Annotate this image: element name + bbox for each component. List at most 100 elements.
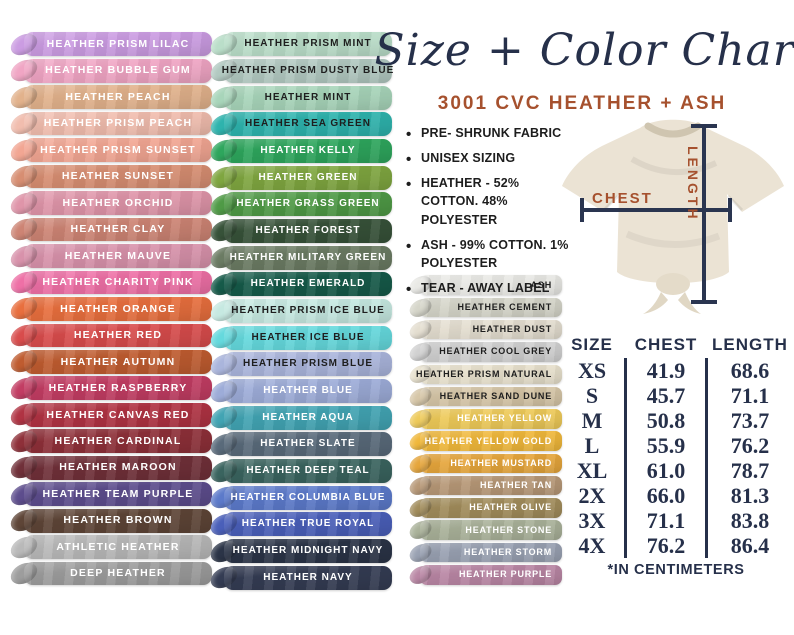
color-swatch-label: HEATHER PURPLE <box>458 569 552 580</box>
color-swatch-heather-mint: HEATHER MINT <box>224 85 392 110</box>
size-table-cell-size: XS <box>577 358 607 383</box>
color-swatch-label: HEATHER RED <box>73 329 163 342</box>
color-swatch-label: HEATHER COOL GREY <box>439 346 552 357</box>
color-swatch-heather-columbia-blue: HEATHER COLUMBIA BLUE <box>224 485 392 510</box>
size-table-cell-size: 4X <box>578 533 606 558</box>
color-swatch-label: HEATHER GRASS GREEN <box>236 198 380 210</box>
color-swatch-heather-brown: HEATHER BROWN <box>24 508 212 533</box>
color-swatch-heather-aqua: HEATHER AQUA <box>224 405 392 430</box>
size-table-header: SIZE CHEST LENGTH <box>560 331 792 358</box>
size-table-cell-chest: 61.0 <box>624 458 708 483</box>
color-swatch-label: DEEP HEATHER <box>70 567 166 580</box>
page-title: Size + Color Chart <box>374 24 794 76</box>
page-subtitle: 3001 CVC HEATHER + ASH <box>437 93 727 114</box>
color-swatch-heather-prism-lilac: HEATHER PRISM LILAC <box>24 32 212 57</box>
size-table-cell-size: S <box>585 383 599 408</box>
color-swatch-label: HEATHER PRISM PEACH <box>43 117 193 130</box>
color-swatch-heather-cardinal: HEATHER CARDINAL <box>24 429 212 454</box>
color-swatch-heather-bubble-gum: HEATHER BUBBLE GUM <box>24 58 212 83</box>
color-swatch-heather-yellow-gold: HEATHER YELLOW GOLD <box>420 431 562 451</box>
color-swatch-heather-yellow: HEATHER YELLOW <box>420 409 562 429</box>
measurement-lines <box>580 124 732 304</box>
size-table-cell-chest: 45.7 <box>624 383 708 408</box>
color-swatch-heather-prism-mint: HEATHER PRISM MINT <box>224 32 392 57</box>
color-swatch-label: HEATHER DEEP TEAL <box>246 465 370 477</box>
color-swatch-heather-mustard: HEATHER MUSTARD <box>420 453 562 474</box>
color-swatch-heather-slate: HEATHER SLATE <box>224 432 392 457</box>
size-table-cell-chest: 66.0 <box>624 483 708 508</box>
color-swatch-label: HEATHER MIDNIGHT NAVY <box>232 545 384 557</box>
swatch-column-right: ASH HEATHER CEMENT HEATHER DUST HEATHER COO… <box>416 274 562 586</box>
color-swatch-athletic-heather: ATHLETIC HEATHER <box>24 535 212 559</box>
knot-tail <box>678 292 701 314</box>
color-swatch-heather-forest: HEATHER FOREST <box>224 219 392 243</box>
color-swatch-label: HEATHER PRISM MINT <box>244 38 372 50</box>
color-swatch-label: HEATHER DUST <box>472 324 552 335</box>
color-swatch-heather-prism-ice-blue: HEATHER PRISM ICE BLUE <box>224 299 392 323</box>
swatch-column-middle: HEATHER PRISM MINT HEATHER PRISM DUSTY BL… <box>221 31 395 591</box>
color-swatch-label: HEATHER CLAY <box>70 223 166 236</box>
feature-item: UNISEX SIZING <box>406 149 576 171</box>
feature-item: ASH - 99% COTTON. 1% POLYESTER <box>406 236 576 272</box>
size-table-cell-size: 3X <box>578 508 606 533</box>
color-swatch-label: HEATHER PEACH <box>65 90 171 103</box>
size-table-cell-chest: 55.9 <box>624 433 708 458</box>
color-swatch-label: HEATHER ICE BLUE <box>251 331 365 343</box>
knot-tail <box>643 292 668 314</box>
size-table-footnote: *IN CENTIMETERS <box>607 562 745 578</box>
color-swatch-label: HEATHER PRISM LILAC <box>46 37 190 50</box>
tshirt-body <box>562 119 784 284</box>
color-swatch-heather-prism-natural: HEATHER PRISM NATURAL <box>416 364 562 385</box>
color-swatch-label: HEATHER TAN <box>480 480 552 491</box>
color-swatch-heather-dust: HEATHER DUST <box>420 319 562 340</box>
size-table-cell-size: L <box>584 433 600 458</box>
color-swatch-heather-blue: HEATHER BLUE <box>224 379 392 404</box>
color-swatch-label: HEATHER MAROON <box>59 461 177 474</box>
feature-item: PRE- SHRUNK FABRIC <box>406 124 576 146</box>
color-swatch-heather-cement: HEATHER CEMENT <box>420 297 562 318</box>
color-swatch-heather-raspberry: HEATHER RASPBERRY <box>24 376 212 401</box>
color-swatch-label: HEATHER ORANGE <box>60 302 176 315</box>
color-swatch-label: HEATHER BUBBLE GUM <box>45 64 191 77</box>
color-swatch-label: HEATHER CHARITY PINK <box>42 276 194 289</box>
size-table-cell-length: 71.1 <box>730 383 770 408</box>
color-swatch-label: ATHLETIC HEATHER <box>56 540 180 553</box>
color-swatch-heather-prism-sunset: HEATHER PRISM SUNSET <box>24 138 212 162</box>
color-swatch-heather-sunset: HEATHER SUNSET <box>24 164 212 189</box>
color-swatch-label: HEATHER YELLOW GOLD <box>424 435 552 446</box>
size-table-cell-size: 2X <box>578 483 606 508</box>
size-table-cell-length: 76.2 <box>730 433 770 458</box>
size-table-cell-length: 83.8 <box>730 508 770 533</box>
color-swatch-label: HEATHER PRISM NATURAL <box>416 368 552 379</box>
size-table-body: XS 41.9 68.6 S 45.7 71.1 M 50.8 73.7 L 55.9 76.2 XL 6… <box>560 358 792 558</box>
color-swatch-heather-charity-pink: HEATHER CHARITY PINK <box>24 270 212 295</box>
color-swatch-heather-midnight-navy: HEATHER MIDNIGHT NAVY <box>224 539 392 564</box>
size-table-cell-size: XL <box>576 458 608 483</box>
fold-shading <box>625 230 721 248</box>
color-swatch-heather-canvas-red: HEATHER CANVAS RED <box>24 402 212 427</box>
color-swatch-label: HEATHER BROWN <box>63 514 173 527</box>
swatch-column-left: HEATHER PRISM LILAC HEATHER BUBBLE GUM HEA… <box>24 31 212 587</box>
color-swatch-heather-kelly: HEATHER KELLY <box>224 139 392 163</box>
fold-shading <box>630 156 718 175</box>
color-swatch-label: HEATHER SLATE <box>260 438 356 450</box>
color-swatch-label: HEATHER AUTUMN <box>60 355 176 368</box>
color-swatch-label: HEATHER PRISM DUSTY BLUE <box>221 65 395 76</box>
color-swatch-label: HEATHER COLUMBIA BLUE <box>230 491 386 503</box>
color-swatch-label: HEATHER MILITARY GREEN <box>229 251 387 263</box>
size-table-cell-chest: 41.9 <box>624 358 708 383</box>
size-table-cell-length: 86.4 <box>730 533 770 558</box>
color-swatch-label: HEATHER MINT <box>264 91 352 103</box>
color-swatch-heather-clay: HEATHER CLAY <box>24 217 212 242</box>
color-swatch-heather-mauve: HEATHER MAUVE <box>24 244 212 268</box>
color-swatch-heather-olive: HEATHER OLIVE <box>420 498 562 518</box>
color-swatch-label: HEATHER SUNSET <box>61 170 175 183</box>
tshirt-collar <box>644 122 702 138</box>
color-swatch-heather-orange: HEATHER ORANGE <box>24 297 212 321</box>
color-swatch-heather-sand-dune: HEATHER SAND DUNE <box>420 386 562 407</box>
color-swatch-label: HEATHER STORM <box>463 547 552 558</box>
color-swatch-label: HEATHER RASPBERRY <box>48 382 188 395</box>
size-table-header-size: SIZE <box>571 335 613 354</box>
color-swatch-label: HEATHER SAND DUNE <box>439 391 552 402</box>
